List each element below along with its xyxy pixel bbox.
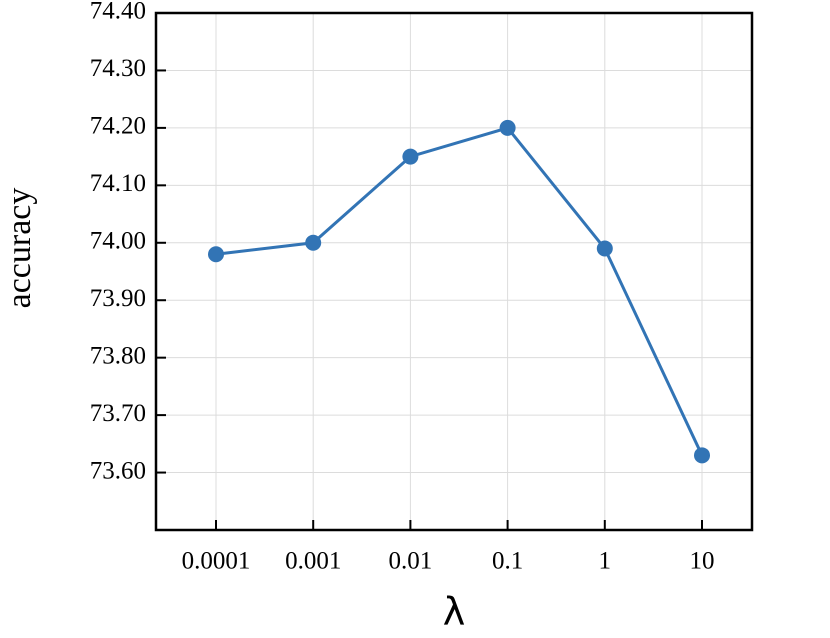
- y-axis-label: accuracy: [1, 188, 38, 309]
- x-tick-label: 0.0001: [182, 548, 251, 575]
- x-axis-label: λ: [443, 590, 466, 634]
- grid: [156, 12, 752, 530]
- x-tick-label: 1: [599, 548, 612, 575]
- y-tick-label: 74.20: [90, 113, 146, 140]
- y-tick-label: 73.70: [90, 400, 146, 427]
- y-tick-label: 73.60: [90, 457, 146, 484]
- x-tick-label: 10: [690, 548, 715, 575]
- data-point: [596, 240, 613, 257]
- data-point: [499, 119, 516, 136]
- data-point: [208, 246, 224, 263]
- plot-frame: [154, 11, 754, 532]
- data-point: [694, 447, 710, 464]
- data-point: [402, 148, 419, 165]
- y-tick-label: 74.40: [90, 0, 146, 25]
- y-tick-label: 74.00: [90, 228, 146, 255]
- data-point: [305, 234, 322, 251]
- series-line: [215, 126, 704, 456]
- y-tick-label: 74.10: [90, 170, 146, 197]
- x-tick-label: 0.1: [492, 548, 523, 575]
- plot: [208, 119, 710, 464]
- y-tick-label: 73.80: [90, 342, 146, 369]
- x-tick-label: 0.001: [285, 548, 341, 575]
- x-tick-label: 0.01: [389, 548, 433, 575]
- y-tick-label: 74.30: [90, 55, 146, 82]
- y-tick-label: 73.90: [90, 285, 146, 312]
